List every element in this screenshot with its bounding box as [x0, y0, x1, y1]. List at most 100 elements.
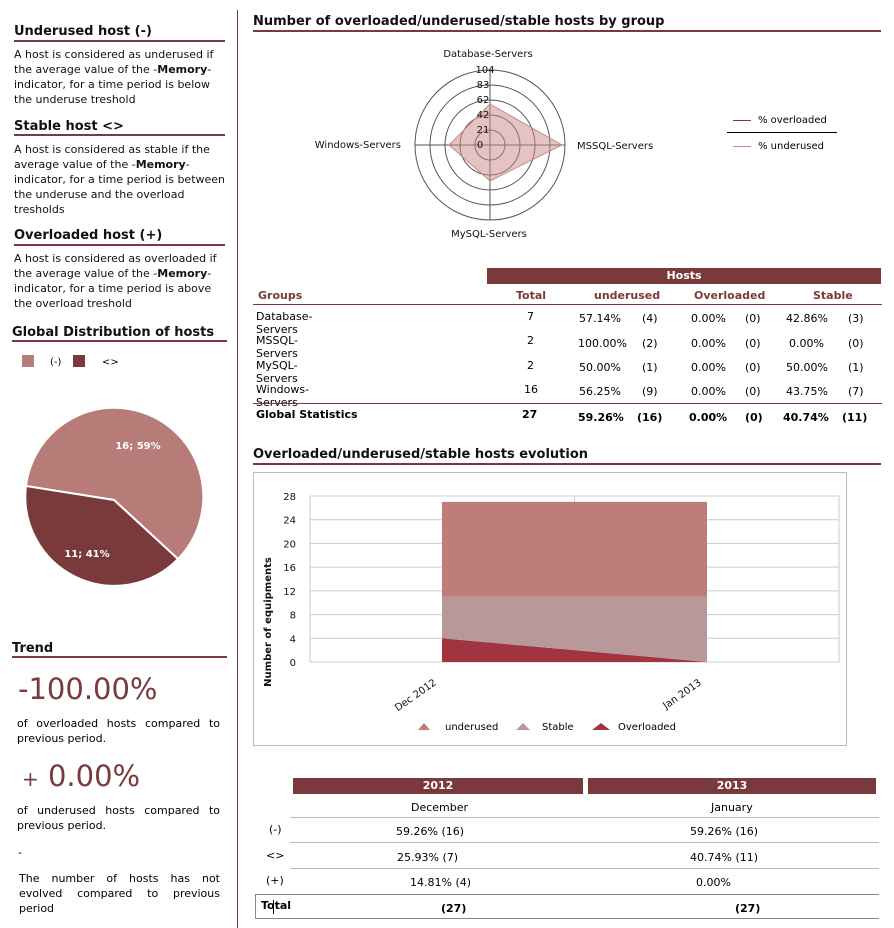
row-overloaded-count: (0)	[745, 337, 761, 350]
period-row-a: 14.81% (4)	[410, 876, 472, 889]
legend-swatch-underused	[22, 355, 34, 367]
radar-tick-0: 0	[477, 140, 483, 151]
trend-underused-sign: +	[22, 767, 39, 791]
row-group: MSSQL-Servers	[256, 334, 299, 360]
overloaded-rule	[14, 244, 225, 246]
row-overloaded-count: (0)	[745, 361, 761, 374]
evolution-rule	[253, 463, 881, 465]
evolution-areas	[442, 501, 707, 662]
row-underused-pct: 50.00%	[579, 361, 621, 374]
trend-underused-value: + 0.00%	[22, 759, 140, 793]
stable-rule	[14, 134, 225, 136]
overloaded-definition: A host is considered as overloaded if th…	[14, 252, 217, 310]
pie-label-underused: 16; 59%	[115, 441, 160, 452]
row-underused-pct: 56.25%	[579, 385, 621, 398]
distribution-title: Global Distribution of hosts	[12, 325, 215, 340]
trend-underused-number: 0.00%	[47, 759, 141, 793]
y-tick-label: 28	[283, 492, 296, 503]
evo-legend-icon-stable	[516, 723, 530, 730]
row-stable-count: (1)	[848, 361, 864, 374]
period-month-december: December	[411, 801, 469, 814]
period-total-a: (27)	[441, 902, 467, 915]
hosts-global-rule	[253, 403, 882, 404]
evo-legend-label-underused: underused	[445, 722, 499, 733]
row-stable-pct: 50.00%	[786, 361, 828, 374]
radar-tick-83: 83	[477, 80, 490, 91]
underused-rule	[14, 40, 225, 42]
period-left-rule	[255, 894, 256, 919]
row-stable-count: (7)	[848, 385, 864, 398]
radar-axis-label-mssql: MSSQL-Servers	[577, 141, 653, 152]
stable-definition: A host is considered as stable if the av…	[14, 143, 226, 216]
trend-hosts-text: The number of hosts has not evolved comp…	[19, 872, 220, 915]
column-divider	[237, 10, 238, 928]
trend-title: Trend	[12, 641, 54, 656]
radar-tick-62: 62	[477, 95, 490, 106]
period-total-label: Total	[261, 899, 292, 912]
period-month-january: January	[711, 801, 753, 814]
underused-title: Underused host (-)	[14, 24, 152, 39]
evolution-title: Overloaded/underused/stable hosts evolut…	[253, 447, 589, 462]
row-stable-pct: 0.00%	[789, 337, 824, 350]
x-tick-label: Dec 2012	[393, 677, 439, 714]
evo-legend-label-stable: Stable	[542, 722, 574, 733]
trend-rule	[12, 656, 227, 658]
col-header-underused: underused	[594, 289, 661, 302]
row-underused-count: (4)	[642, 312, 658, 325]
evolution-area-chart: 0 4 8 12 16 20 24 28 Dec 2012 Jan 2013 Number of…	[263, 492, 840, 714]
row-underused-pct: 57.14%	[579, 312, 621, 325]
radar-axis-label-database: Database-Servers	[443, 49, 532, 60]
row-group: MySQL-Servers	[256, 359, 298, 385]
global-group: Global Statistics	[256, 408, 358, 421]
row-overloaded-pct: 0.00%	[691, 385, 726, 398]
global-overloaded-count: (0)	[745, 411, 763, 424]
period-row-b: 0.00%	[696, 876, 731, 889]
period-total-rule	[255, 894, 879, 895]
row-total: 2	[527, 334, 534, 347]
row-total: 7	[527, 310, 534, 323]
col-header-groups: Groups	[258, 289, 303, 302]
row-underused-count: (1)	[642, 361, 658, 374]
underused-definition: A host is considered as underused if the…	[14, 48, 214, 106]
evolution-chart-frame	[253, 472, 847, 746]
text-cursor	[273, 900, 274, 914]
y-tick-label: 24	[283, 516, 296, 527]
row-overloaded-pct: 0.00%	[691, 337, 726, 350]
global-underused-pct: 59.26%	[578, 411, 624, 424]
radar-axis-label-windows: Windows-Servers	[315, 140, 401, 151]
hosts-super-header: Hosts	[487, 268, 881, 284]
y-tick-label: 20	[283, 539, 296, 550]
radar-tick-21: 21	[477, 125, 490, 136]
radar-axis-label-mysql: MySQL-Servers	[451, 229, 527, 240]
global-underused-count: (16)	[637, 411, 663, 424]
y-tick-label: 16	[283, 563, 296, 574]
period-rule-1	[290, 817, 879, 818]
y-tick-label: 0	[290, 658, 296, 669]
row-group: Windows-Servers	[256, 383, 310, 409]
evo-legend-label-overloaded: Overloaded	[618, 722, 676, 733]
y-tick-label: 4	[290, 634, 296, 645]
legend-label-underused: (-)	[50, 357, 62, 368]
radar-legend-label-underused: % underused	[758, 141, 825, 152]
radar-chart: 104 83 62 42 21 0 Database-Servers MSSQL…	[315, 49, 653, 240]
pie-label-stable: 11; 41%	[64, 549, 109, 560]
overloaded-title: Overloaded host (+)	[14, 228, 163, 243]
period-row-a: 25.93% (7)	[397, 851, 459, 864]
evolution-x-ticks: Dec 2012 Jan 2013	[393, 677, 704, 714]
distribution-pie-chart: 16; 59% 11; 41%	[24, 406, 205, 587]
global-total: 27	[522, 408, 538, 421]
radar-legend-line-overloaded	[733, 120, 751, 121]
col-header-stable: Stable	[813, 289, 853, 302]
trend-overloaded-text: of overloaded hosts compared to previous…	[17, 717, 220, 745]
period-rule-2	[290, 842, 879, 843]
distribution-rule	[12, 340, 227, 342]
period-rule-3	[290, 868, 879, 869]
stable-title: Stable host <>	[14, 119, 124, 134]
area-underused	[442, 501, 707, 597]
global-stable-pct: 40.74%	[783, 411, 829, 424]
row-underused-count: (9)	[642, 385, 658, 398]
y-tick-label: 12	[283, 587, 296, 598]
legend-label-stable: <>	[102, 357, 119, 368]
row-overloaded-pct: 0.00%	[691, 361, 726, 374]
col-header-total: Total	[516, 289, 547, 302]
